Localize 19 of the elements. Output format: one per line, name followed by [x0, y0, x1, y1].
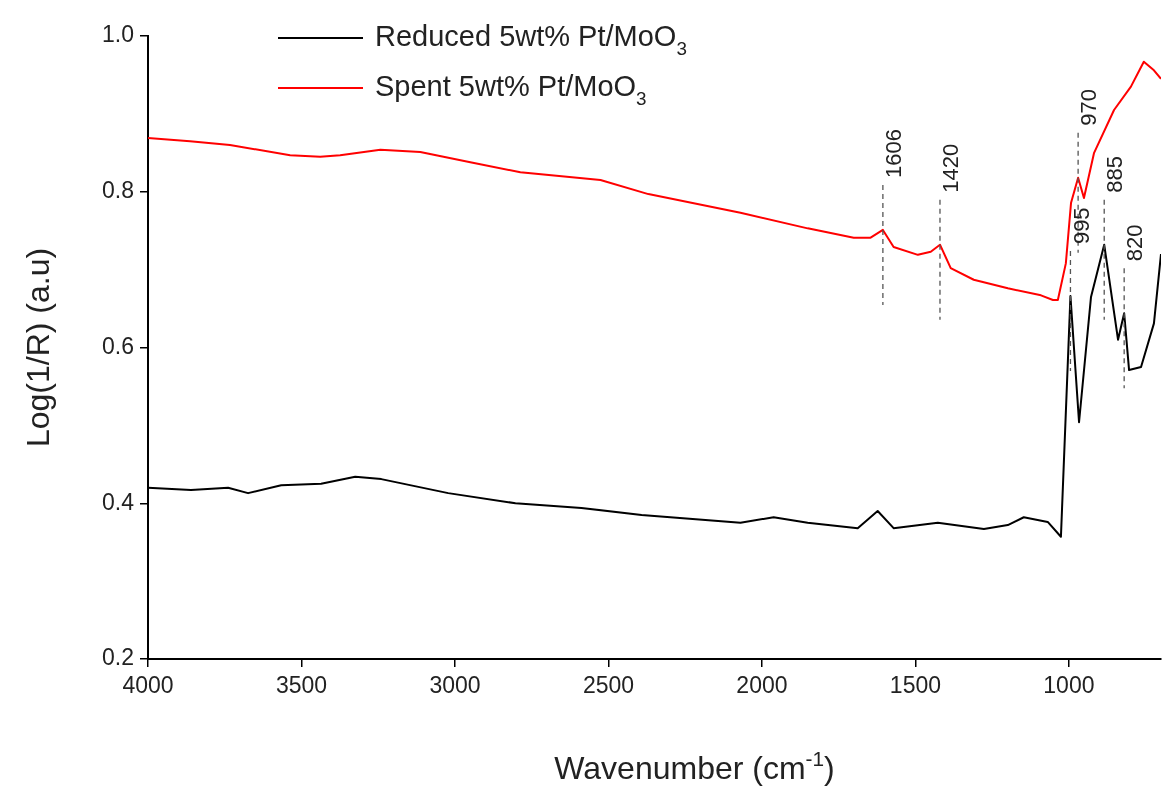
annotation: 1420	[938, 143, 964, 193]
annotation: 970	[1076, 89, 1102, 126]
annotation: 885	[1102, 155, 1128, 193]
annotation: 820	[1122, 224, 1148, 262]
annotation: 1606	[880, 128, 906, 178]
y-tick-label: 0.6	[102, 332, 134, 359]
x-tick-label: 2500	[582, 672, 635, 699]
x-tick-label: 3500	[275, 672, 328, 699]
x-tick-label: 4000	[122, 672, 174, 699]
y-tick-label: 0.2	[102, 644, 134, 671]
x-tick-label: 1500	[889, 672, 942, 699]
y-tick-label: 1.0	[102, 21, 134, 48]
y-tick-label: 0.4	[102, 488, 135, 515]
annotation: 995	[1068, 207, 1094, 245]
y-tick-label: 0.8	[102, 177, 134, 204]
x-tick-label: 2000	[736, 672, 788, 699]
x-tick-label: 3000	[429, 672, 481, 699]
x-tick-label: 1000	[1043, 672, 1095, 699]
y-axis-title: Log(1/R) (a.u)	[19, 247, 56, 448]
